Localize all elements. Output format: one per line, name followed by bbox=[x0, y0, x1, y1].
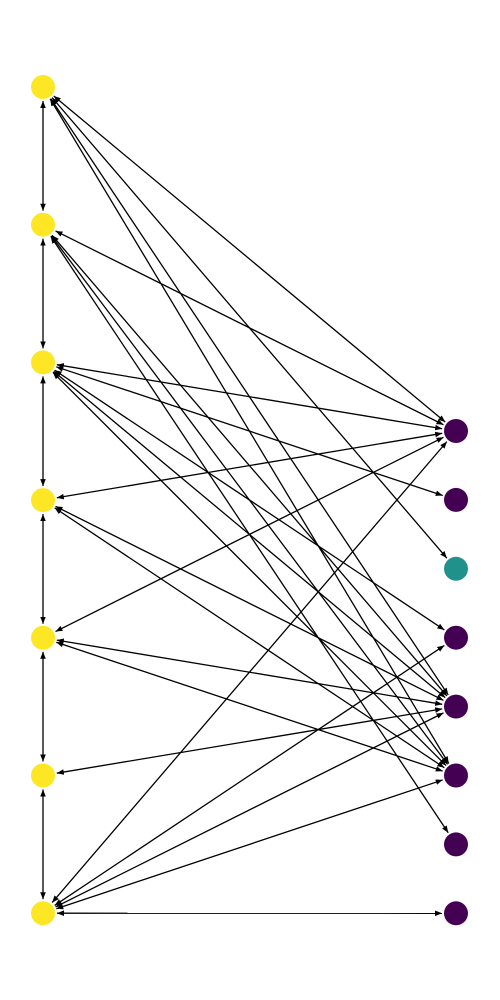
edge-L6-R4 bbox=[55, 712, 444, 908]
node-L2[interactable] bbox=[31, 350, 55, 375]
edges-layer bbox=[40, 95, 450, 917]
edge-L5-R4 bbox=[56, 707, 443, 775]
node-R7[interactable] bbox=[444, 901, 468, 926]
node-R4[interactable] bbox=[444, 694, 468, 719]
node-L6[interactable] bbox=[31, 901, 55, 926]
node-R3[interactable] bbox=[444, 625, 468, 650]
node-L4[interactable] bbox=[31, 625, 55, 650]
nodes-layer bbox=[31, 75, 468, 926]
edge-L4-R5 bbox=[56, 641, 443, 772]
edge-L3-R5 bbox=[54, 507, 445, 769]
edge-L2-R0 bbox=[56, 363, 443, 431]
node-R5[interactable] bbox=[444, 763, 468, 788]
node-R1[interactable] bbox=[444, 487, 468, 512]
edge-L2-R1 bbox=[56, 366, 443, 497]
node-R6[interactable] bbox=[444, 832, 468, 857]
node-L3[interactable] bbox=[31, 488, 55, 513]
node-L1[interactable] bbox=[31, 212, 55, 237]
edge-L2-R3 bbox=[54, 369, 445, 631]
node-R0[interactable] bbox=[444, 419, 468, 443]
edge-L6-R5 bbox=[56, 779, 443, 910]
edge-L3-R0 bbox=[56, 431, 443, 500]
node-L0[interactable] bbox=[31, 75, 55, 99]
edge-L6-R3 bbox=[54, 644, 445, 906]
node-L5[interactable] bbox=[31, 763, 55, 788]
node-R2[interactable] bbox=[444, 556, 468, 581]
